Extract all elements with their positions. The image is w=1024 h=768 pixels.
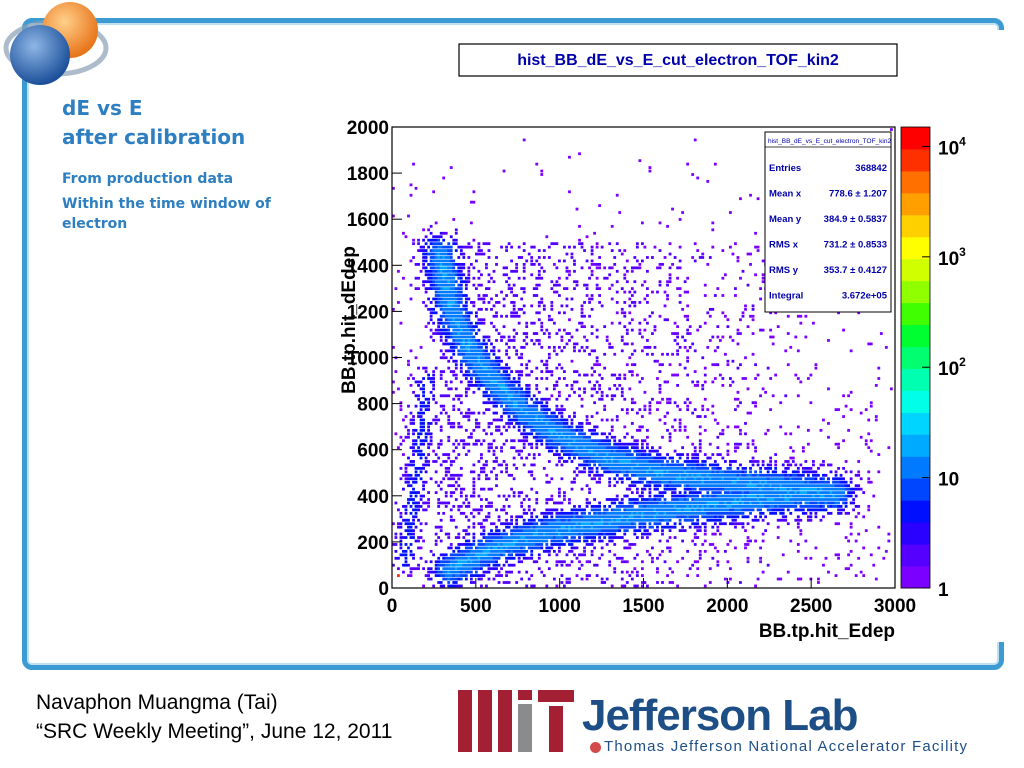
- colorbar-step: [901, 522, 930, 545]
- colorbar-step: [901, 368, 930, 391]
- slide-title: dE vs E after calibration: [62, 94, 312, 152]
- heatmap-cells: [392, 128, 893, 588]
- y-tick-label: 600: [357, 441, 389, 462]
- bullet-1: From production data: [62, 171, 234, 187]
- y-tick-label: 1600: [347, 210, 389, 231]
- colorbar-step: [901, 192, 930, 216]
- jlab-dot-icon: [590, 741, 601, 753]
- colorbar-step: [901, 346, 930, 369]
- stats-box: hist_BB_dE_vs_E_cut_electron_TOF_kin2 En…: [764, 131, 892, 313]
- jlab-subtitle-line: Thomas Jefferson National Accelerator Fa…: [590, 738, 968, 756]
- colorbar-step: [901, 148, 930, 172]
- chart-title-box: [458, 43, 898, 77]
- footer-author: Navaphon Muangma (Tai) “SRC Weekly Meeti…: [36, 688, 436, 746]
- stats-label: Mean x: [769, 189, 802, 200]
- author-name: Navaphon Muangma (Tai): [36, 691, 278, 714]
- colorbar-step: [901, 566, 930, 589]
- y-tick-label: 200: [357, 533, 389, 554]
- stats-value: 3.672e+05: [842, 291, 888, 302]
- stats-name: hist_BB_dE_vs_E_cut_electron_TOF_kin2: [768, 138, 891, 145]
- colorbar-tick-label: 10: [938, 470, 959, 491]
- colorbar-step: [901, 544, 930, 567]
- colorbar-step: [901, 478, 930, 501]
- colorbar-step: [901, 456, 930, 479]
- colorbar-step: [901, 170, 930, 194]
- y-tick-label: 1400: [347, 256, 389, 277]
- title-line-2: after calibration: [62, 125, 246, 149]
- colorbar-step: [901, 127, 930, 150]
- y-tick-label: 1200: [347, 302, 389, 323]
- stats-value: 384.9 ± 0.5837: [824, 214, 887, 225]
- x-tick-label: 2500: [790, 596, 832, 617]
- y-tick-label: 800: [357, 395, 389, 416]
- bullet-list: From production data Within the time win…: [62, 169, 312, 239]
- y-tick-label: 0: [378, 579, 389, 600]
- jlab-wordmark: Jefferson Lab: [582, 691, 859, 740]
- colorbar-step: [901, 434, 930, 457]
- colorbar-step: [901, 302, 930, 326]
- x-tick-label: 2000: [706, 596, 748, 617]
- mit-logo: [458, 690, 574, 752]
- x-tick-label: 0: [387, 596, 398, 617]
- y-axis: 0 200 400 600 800 1000 1200 1400 1600 1800 2000: [347, 118, 402, 600]
- colorbar-step: [901, 412, 930, 435]
- stats-label: Mean y: [769, 214, 802, 225]
- y-tick-label: 1000: [347, 349, 389, 370]
- colorbar-step: [901, 214, 930, 238]
- stats-label: Integral: [769, 291, 803, 302]
- colorbar-step: [901, 258, 930, 282]
- title-line-1: dE vs E: [62, 96, 143, 120]
- globe-logo: [3, 2, 109, 85]
- chart-title: hist_BB_dE_vs_E_cut_electron_TOF_kin2: [517, 52, 839, 69]
- x-tick-label: 3000: [874, 596, 916, 617]
- jlab-subtitle: Thomas Jefferson National Accelerator Fa…: [604, 738, 969, 755]
- x-axis-label: BB.tp.hit_Edep: [759, 621, 895, 642]
- stats-value: 778.6 ± 1.207: [829, 189, 887, 200]
- x-tick-label: 1000: [539, 596, 581, 617]
- y-tick-label: 2000: [347, 118, 389, 139]
- colorbar-step: [901, 500, 930, 523]
- y-tick-label: 400: [357, 487, 389, 508]
- meeting-name: “SRC Weekly Meeting”, June 12, 2011: [36, 720, 393, 743]
- stats-value: 368842: [855, 163, 887, 174]
- x-tick-label: 500: [460, 596, 492, 617]
- colorbar-step: [901, 390, 930, 413]
- stats-label: RMS x: [769, 240, 799, 251]
- bullet-2: Within the time window of electron: [62, 196, 271, 232]
- stats-label: RMS y: [769, 265, 799, 276]
- stats-value: 731.2 ± 0.8533: [824, 240, 887, 251]
- stats-label: Entries: [769, 163, 801, 174]
- stats-value: 353.7 ± 0.4127: [824, 265, 887, 276]
- colorbar-tick-label: 1: [938, 580, 949, 601]
- heatmap-plot: hist_BB_dE_vs_E_cut_electron_TOF_kin2 0 5…: [325, 30, 1008, 642]
- colorbar-step: [901, 324, 930, 348]
- y-axis-label: BB.tp.hit_dEdep: [339, 246, 360, 394]
- colorbar-step: [901, 236, 930, 260]
- x-tick-label: 1500: [622, 596, 664, 617]
- y-tick-label: 1800: [347, 164, 389, 185]
- colorbar-step: [901, 280, 930, 304]
- x-axis: 0 500 1000 1500 2000 2500 3000: [387, 578, 916, 617]
